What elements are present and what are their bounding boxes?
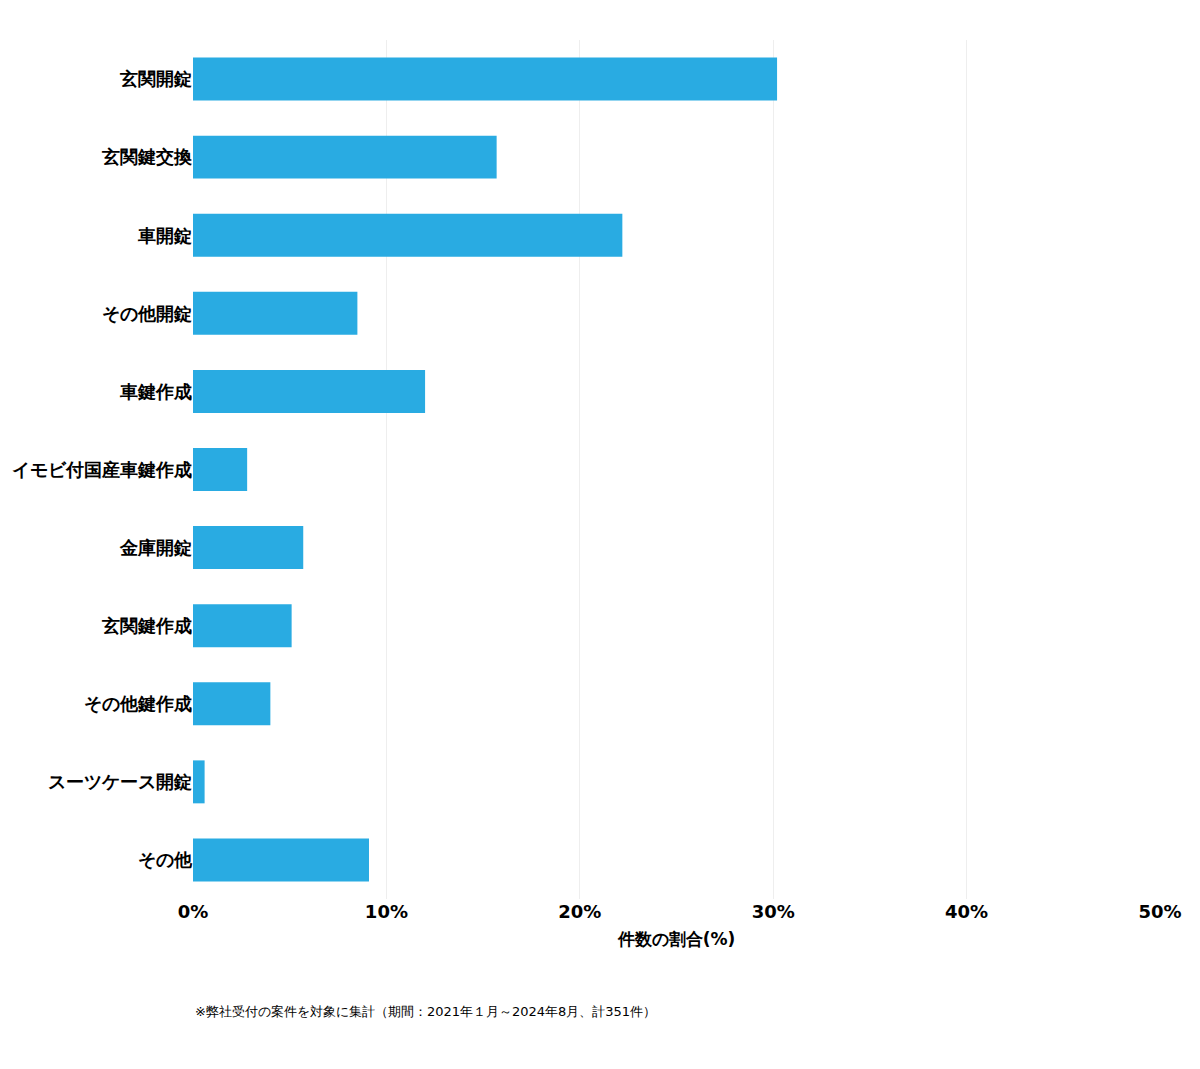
svg-text:車鍵作成: 車鍵作成 bbox=[119, 381, 192, 402]
svg-text:イモビ付国産車鍵作成: イモビ付国産車鍵作成 bbox=[12, 459, 192, 480]
svg-text:車開錠: 車開錠 bbox=[137, 225, 192, 246]
svg-text:10%: 10% bbox=[365, 901, 408, 922]
svg-text:40%: 40% bbox=[945, 901, 988, 922]
svg-text:その他: その他 bbox=[138, 849, 193, 870]
svg-text:20%: 20% bbox=[558, 901, 601, 922]
svg-text:スーツケース開錠: スーツケース開錠 bbox=[48, 771, 192, 792]
svg-text:50%: 50% bbox=[1138, 901, 1181, 922]
svg-text:30%: 30% bbox=[752, 901, 795, 922]
svg-text:玄関鍵作成: 玄関鍵作成 bbox=[101, 615, 192, 636]
svg-text:0%: 0% bbox=[178, 901, 209, 922]
svg-text:その他鍵作成: その他鍵作成 bbox=[84, 693, 192, 714]
svg-text:玄関開錠: 玄関開錠 bbox=[119, 68, 192, 89]
svg-text:件数の割合(%): 件数の割合(%) bbox=[617, 929, 736, 949]
svg-text:金庫開錠: 金庫開錠 bbox=[119, 537, 192, 558]
svg-text:※弊社受付の案件を対象に集計（期間：2021年１月～2024: ※弊社受付の案件を対象に集計（期間：2021年１月～2024年8月、計351件） bbox=[195, 1004, 656, 1019]
svg-text:玄関鍵交換: 玄関鍵交換 bbox=[101, 146, 193, 167]
svg-text:その他開錠: その他開錠 bbox=[102, 303, 192, 324]
